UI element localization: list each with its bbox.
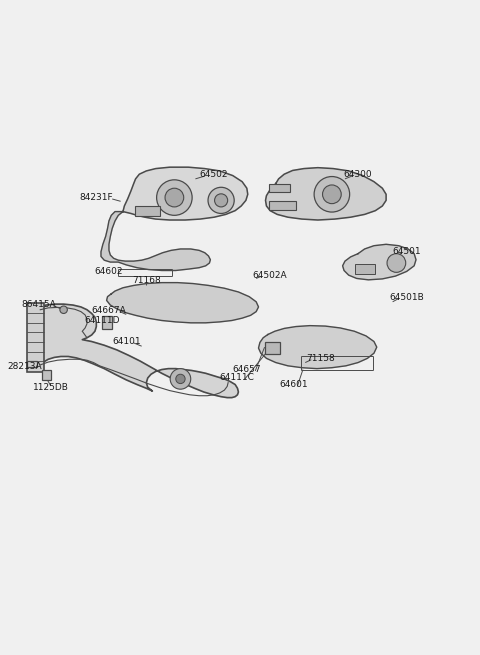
Bar [27,303,44,372]
Bar [264,341,279,354]
Text: 64101: 64101 [112,337,141,346]
Polygon shape [259,326,377,369]
Text: 64502: 64502 [199,170,228,179]
Circle shape [208,187,234,214]
Circle shape [60,306,67,314]
Polygon shape [101,212,210,271]
Text: 86415A: 86415A [22,299,56,309]
Polygon shape [31,304,239,398]
Text: 64111D: 64111D [84,316,120,324]
Bar [355,264,375,274]
Bar [42,369,50,380]
Text: 71168: 71168 [132,276,161,286]
Text: 64501B: 64501B [389,293,424,301]
Text: 64667A: 64667A [92,306,126,314]
Circle shape [323,185,341,204]
Text: 64502A: 64502A [252,271,287,280]
Bar [102,316,112,329]
Circle shape [314,177,349,212]
Polygon shape [343,244,416,280]
Bar [135,206,160,216]
Text: 64111C: 64111C [219,373,254,383]
Text: 64300: 64300 [344,170,372,179]
Polygon shape [265,168,386,220]
Text: 64601: 64601 [279,381,308,390]
Bar [269,201,296,210]
Circle shape [215,194,228,207]
Bar [269,183,290,192]
Circle shape [156,180,192,215]
Text: 64501: 64501 [392,248,421,256]
Circle shape [176,374,185,384]
Text: 84231F: 84231F [80,193,113,202]
Circle shape [170,369,191,389]
Polygon shape [107,282,259,323]
Text: 64602: 64602 [95,267,123,276]
Text: 64657: 64657 [232,365,261,374]
Polygon shape [123,167,248,220]
Text: 71158: 71158 [306,354,335,363]
Text: 1125DB: 1125DB [33,383,69,392]
Polygon shape [27,361,36,367]
Circle shape [165,188,184,207]
Text: 28213A: 28213A [8,362,42,371]
Circle shape [387,253,406,272]
